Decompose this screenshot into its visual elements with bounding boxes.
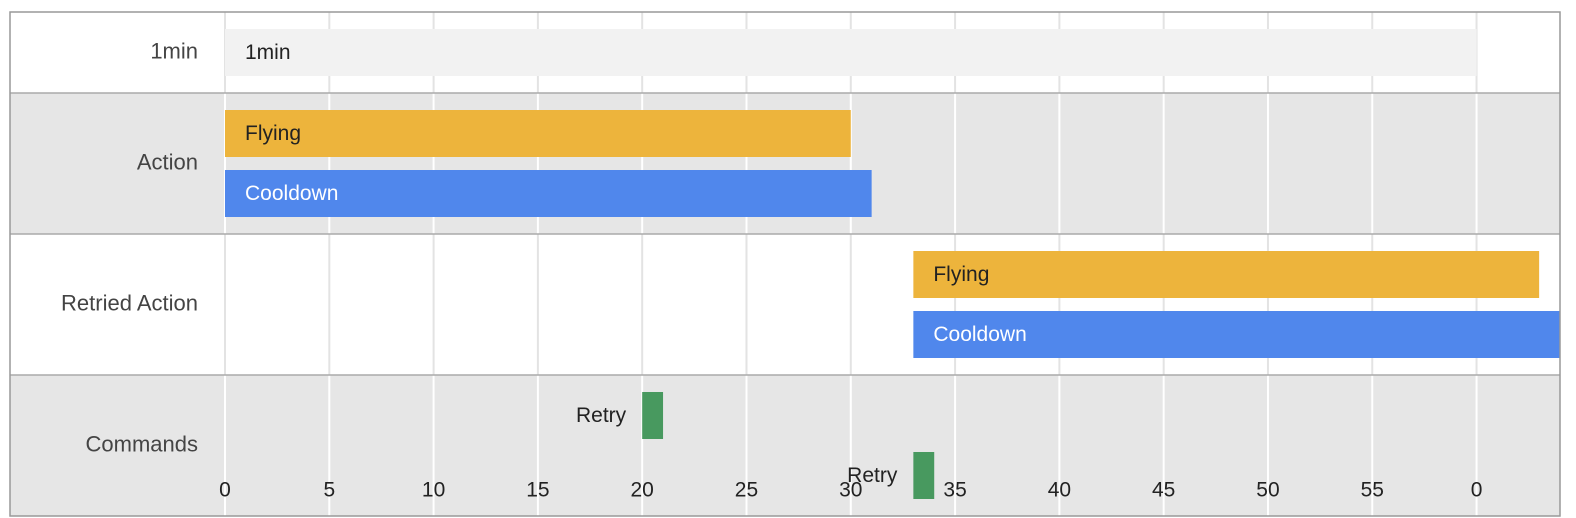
- row-label: Commands: [86, 431, 198, 456]
- x-tick-label: 50: [1256, 479, 1279, 502]
- bar-label: Cooldown: [245, 182, 338, 205]
- bar-label: 1min: [245, 41, 291, 64]
- bar: [642, 392, 664, 439]
- row-background: [10, 375, 1560, 516]
- x-tick-label: 35: [943, 479, 966, 502]
- x-tick-label: 5: [323, 479, 335, 502]
- x-tick-label: 0: [1471, 479, 1483, 502]
- bar: [225, 110, 851, 157]
- frame: [9, 11, 1561, 517]
- bar-label: Retry: [847, 464, 898, 487]
- x-tick-label: 15: [526, 479, 549, 502]
- x-tick-label: 10: [422, 479, 445, 502]
- x-tick-label: 0: [219, 479, 231, 502]
- bar-label: Retry: [576, 404, 627, 427]
- row-label: Retried Action: [61, 290, 198, 315]
- bar: [225, 29, 1477, 76]
- bar: [913, 311, 1560, 358]
- bar: [225, 170, 872, 217]
- x-tick-label: 45: [1152, 479, 1175, 502]
- x-tick-label: 20: [631, 479, 654, 502]
- x-tick-label: 30: [839, 479, 862, 502]
- x-tick-label: 55: [1361, 479, 1384, 502]
- x-tick-label: 25: [735, 479, 758, 502]
- bar: [913, 251, 1540, 298]
- x-tick-label: 40: [1048, 479, 1071, 502]
- row-label: 1min: [150, 38, 198, 63]
- bar-label: Flying: [245, 122, 301, 145]
- row-label: Action: [137, 149, 198, 174]
- bar: [913, 452, 935, 499]
- bar-label: Cooldown: [933, 323, 1026, 346]
- bar-label: Flying: [933, 263, 989, 286]
